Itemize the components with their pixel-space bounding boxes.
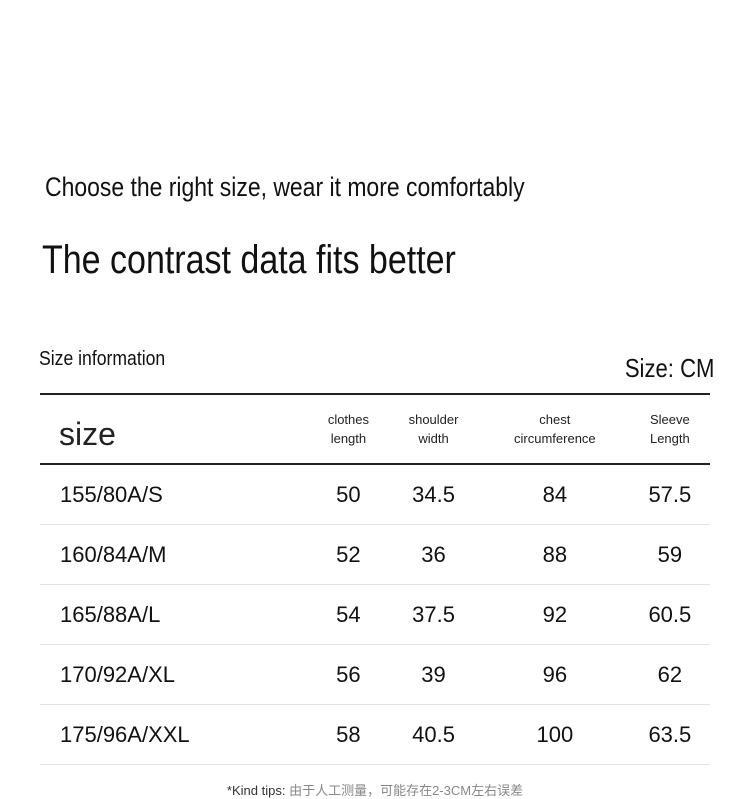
table-cell: 54 [309, 584, 388, 645]
table-row: 170/92A/XL 56 39 96 62 [40, 644, 710, 705]
header-row: size clothes length shoulder width chest circu… [40, 393, 710, 465]
table-cell: 52 [309, 524, 388, 585]
table-cell: 60.5 [629, 584, 710, 645]
table-cell: 56 [309, 644, 388, 705]
header-line: length [330, 431, 367, 446]
header-line: chest [539, 412, 571, 427]
column-header: Sleeve Length [629, 393, 710, 465]
column-header: size [40, 393, 310, 465]
table-caption: Size information [39, 348, 166, 370]
table-cell: 57.5 [629, 464, 710, 525]
table-cell: 175/96A/XXL [40, 704, 310, 765]
table-row: 155/80A/S 50 34.5 84 57.5 [40, 464, 710, 525]
table-cell: 88 [479, 524, 630, 585]
table-cell: 100 [479, 704, 630, 765]
table-cell: 37.5 [387, 584, 480, 645]
table-cell: 155/80A/S [40, 464, 310, 525]
table-body: 155/80A/S 50 34.5 84 57.5 160/84A/M 52 36 88 59 16… [40, 464, 710, 765]
header-line: shoulder [408, 412, 459, 427]
table-cell: 170/92A/XL [40, 644, 310, 705]
table-cell: 165/88A/L [40, 584, 310, 645]
table-row: 175/96A/XXL 58 40.5 100 63.5 [40, 704, 710, 765]
table-cell: 39 [387, 644, 480, 705]
table-cell: 50 [309, 464, 388, 525]
table-cell: 62 [629, 644, 710, 705]
footer: *Kind tips: 由于人工测量，可能存在2-3CM左右误差 [0, 780, 750, 799]
table-cell: 34.5 [387, 464, 480, 525]
table-row: 165/88A/L 54 37.5 92 60.5 [40, 584, 710, 645]
tip-text: 由于人工测量，可能存在2-3CM左右误差 [289, 783, 524, 798]
header-line: size [59, 416, 116, 452]
table-cell: 59 [629, 524, 710, 585]
table-cell: 58 [309, 704, 388, 765]
header-line: Length [649, 431, 690, 446]
table-cell: 92 [479, 584, 630, 645]
table-cell: 40.5 [387, 704, 480, 765]
unit-label: Size: CM [624, 353, 714, 383]
tagline: Choose the right size, wear it more comf… [45, 172, 525, 202]
table-cell: 36 [387, 524, 480, 585]
column-header: chest circumference [479, 393, 630, 465]
header-line: width [418, 431, 449, 446]
table-cell: 160/84A/M [40, 524, 310, 585]
title: The contrast data fits better [42, 238, 456, 282]
table-cell: 84 [479, 464, 630, 525]
column-header: clothes length [309, 393, 388, 465]
table-cell: 96 [479, 644, 630, 705]
header-line: clothes [327, 412, 370, 427]
table-cell: 63.5 [629, 704, 710, 765]
column-header: shoulder width [387, 393, 480, 465]
header-line: Sleeve [649, 412, 690, 427]
header-line: circumference [514, 431, 596, 446]
table-row: 160/84A/M 52 36 88 59 [40, 524, 710, 585]
size-table: size clothes length shoulder width chest circu… [40, 393, 710, 765]
tip-label: *Kind tips: [226, 783, 286, 798]
